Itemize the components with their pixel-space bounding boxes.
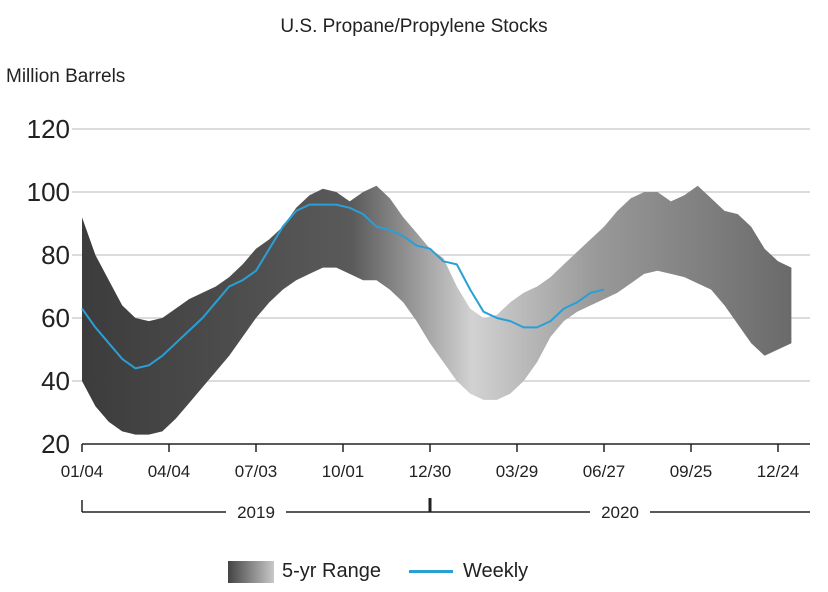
y-axis-units: Million Barrels — [6, 66, 126, 87]
y-tick-label: 100 — [27, 177, 70, 207]
legend-range-swatch — [228, 560, 274, 583]
legend-range-label: 5-yr Range — [282, 560, 381, 582]
x-tick-label: 01/04 — [61, 462, 104, 481]
year-label: 2020 — [601, 503, 639, 522]
legend-weekly-swatch — [408, 570, 453, 573]
x-tick-label: 09/25 — [670, 462, 713, 481]
chart-plot: 20 40 60 80 100 120 01/04 04/04 07/03 10/01 12/30 0… — [27, 114, 810, 522]
y-tick-label: 60 — [41, 303, 70, 333]
x-tick-label: 03/29 — [496, 462, 539, 481]
chart-title: U.S. Propane/Propylene Stocks — [280, 16, 548, 37]
x-tick-label: 10/01 — [322, 462, 365, 481]
y-tick-label: 20 — [41, 429, 70, 459]
y-tick-label: 120 — [27, 114, 70, 144]
axis-layer: 20 40 60 80 100 120 01/04 04/04 07/03 10/01 12/30 0… — [27, 114, 810, 522]
weekly-line — [81, 203, 605, 370]
legend: 5-yr Range Weekly — [228, 560, 528, 583]
x-tick-label: 04/04 — [148, 462, 191, 481]
legend-weekly-label: Weekly — [462, 560, 529, 582]
x-tick-label: 12/24 — [757, 462, 800, 481]
range-band — [82, 185, 792, 435]
line-layer — [81, 203, 605, 370]
range-layer — [82, 185, 792, 435]
y-tick-label: 40 — [41, 366, 70, 396]
y-tick-label: 80 — [41, 240, 70, 270]
x-tick-label: 06/27 — [583, 462, 626, 481]
x-tick-label: 07/03 — [235, 462, 278, 481]
year-label: 2019 — [237, 503, 275, 522]
x-tick-label: 12/30 — [409, 462, 452, 481]
